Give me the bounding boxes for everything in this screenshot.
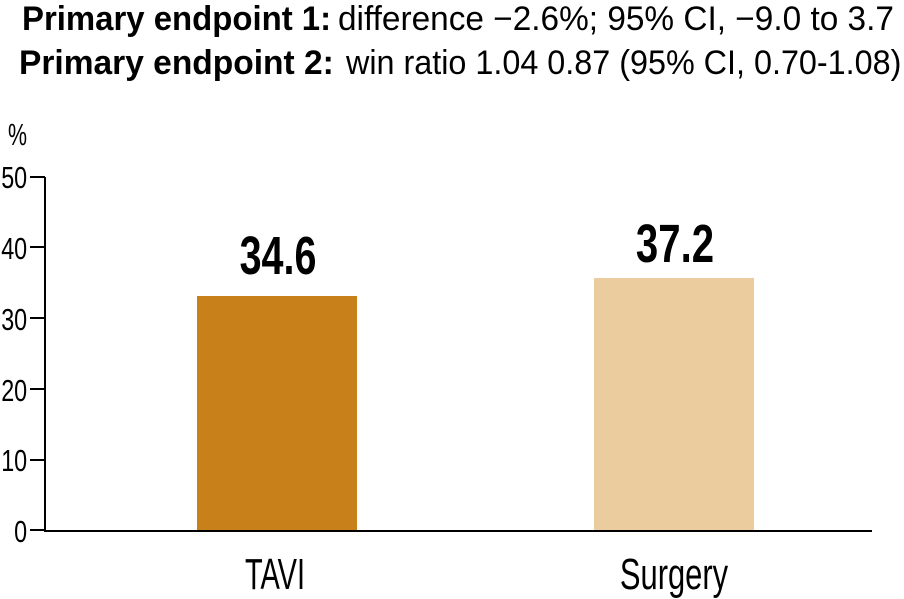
bar-value-label: 37.2 [635,214,714,274]
y-tick-mark [30,458,45,461]
y-tick-mark [30,317,45,320]
y-tick-mark [30,387,45,390]
annotation-line-2-label: Primary endpoint 2: [19,44,335,82]
y-tick-label: 40 [0,231,27,267]
y-axis-unit-label: % [8,117,28,152]
annotation-line-1-text: difference −2.6%; 95% CI, −9.0 to 3.7 [338,0,895,38]
annotation-line-2-text: win ratio 1.04 0.87 (95% CI, 0.70-1.08) [346,44,902,82]
y-tick-label: 0 [13,513,27,549]
x-axis-line [43,529,872,533]
category-label: Surgery [619,550,728,599]
y-tick-mark [30,175,45,178]
y-tick-label: 20 [0,372,27,408]
bar-value-label: 34.6 [239,226,316,287]
y-tick-mark [30,246,45,249]
bar-surgery [593,278,755,533]
annotation-line-1-label: Primary endpoint 1: [22,0,332,38]
y-tick-label: 30 [0,301,27,337]
bar-tavi [196,296,358,533]
y-tick-label: 10 [0,443,27,479]
y-tick-label: 50 [0,160,27,196]
y-axis-line [43,176,47,533]
y-tick-mark [30,529,45,532]
category-label: TAVI [244,550,306,599]
